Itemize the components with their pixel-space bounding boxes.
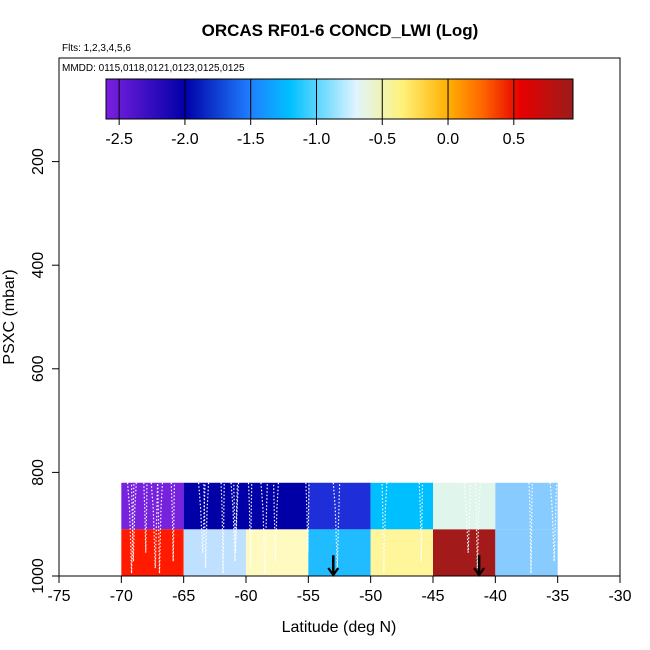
x-tick-label: -40: [484, 588, 507, 605]
flight-track: [247, 482, 253, 569]
x-axis-label: Latitude (deg N): [282, 619, 397, 636]
heatmap-cell: [433, 482, 496, 530]
dates-subtitle: MMDD: 0115,0118,0121,0123,0125,0125: [62, 63, 245, 74]
markers: [327, 555, 486, 577]
x-tick-label: -75: [47, 588, 70, 605]
flight-track: [143, 482, 148, 553]
heatmap-cell: [308, 529, 371, 576]
x-tick-label: -45: [421, 588, 444, 605]
flight-track: [130, 482, 137, 562]
x-tick-label: -35: [546, 588, 569, 605]
x-tick-label: -70: [110, 588, 133, 605]
y-tick-label: 1000: [30, 558, 47, 594]
heatmap-cell: [183, 482, 309, 530]
colorbar: [105, 78, 574, 120]
x-tick-label: -65: [172, 588, 195, 605]
flight-track: [170, 482, 175, 562]
flight-track: [549, 482, 558, 562]
colorbar-ticks: -2.5 -2.0 -1.5 -1.0 -0.5 0.0 0.5: [105, 79, 525, 148]
flight-track: [233, 482, 240, 553]
colorbar-tick-label: -2.5: [105, 131, 133, 148]
plot-area: [121, 482, 558, 576]
x-axis: -75 -70 -65 -60 -55 -50 -45 -40 -35 -30: [47, 576, 632, 605]
heatmap-cell: [370, 529, 433, 576]
heatmap-cell: [433, 529, 496, 576]
colorbar-tick-label: 0.5: [503, 131, 525, 148]
x-tick-label: -55: [297, 588, 320, 605]
flight-track: [418, 482, 424, 562]
y-tick-label: 400: [30, 252, 47, 279]
y-tick-label: 800: [30, 459, 47, 486]
x-tick-label: -30: [608, 588, 631, 605]
y-axis-label: PSXC (mbar): [1, 269, 18, 364]
heatmap-cell: [370, 482, 433, 530]
flight-track: [273, 482, 280, 562]
heatmap-cell: [246, 529, 309, 576]
flight-track: [230, 482, 239, 562]
flight-track: [463, 482, 472, 553]
y-tick-label: 600: [30, 355, 47, 382]
flight-track: [305, 482, 310, 553]
marker-arrow-head: [327, 567, 340, 577]
colorbar-tick-label: -1.5: [237, 131, 265, 148]
plot-frame: [58, 57, 621, 577]
marker-arrow-head: [473, 567, 486, 577]
colorbar-tick-label: -1.0: [303, 131, 331, 148]
heatmap-cell: [495, 482, 558, 530]
y-axis: 200 400 600 800 1000: [30, 148, 59, 594]
y-tick-label: 200: [30, 148, 47, 175]
x-tick-label: -60: [234, 588, 257, 605]
colorbar-tick-label: -2.0: [171, 131, 199, 148]
flight-tracks: [126, 482, 558, 574]
colorbar-tick-label: 0.0: [437, 131, 459, 148]
flight-track: [198, 482, 206, 553]
heatmap-cell: [495, 529, 558, 576]
colorbar-tick-label: -0.5: [368, 131, 396, 148]
chart-title: ORCAS RF01-6 CONCD_LWI (Log): [202, 21, 479, 40]
x-tick-label: -50: [359, 588, 382, 605]
flights-subtitle: Flts: 1,2,3,4,5,6: [62, 43, 131, 54]
